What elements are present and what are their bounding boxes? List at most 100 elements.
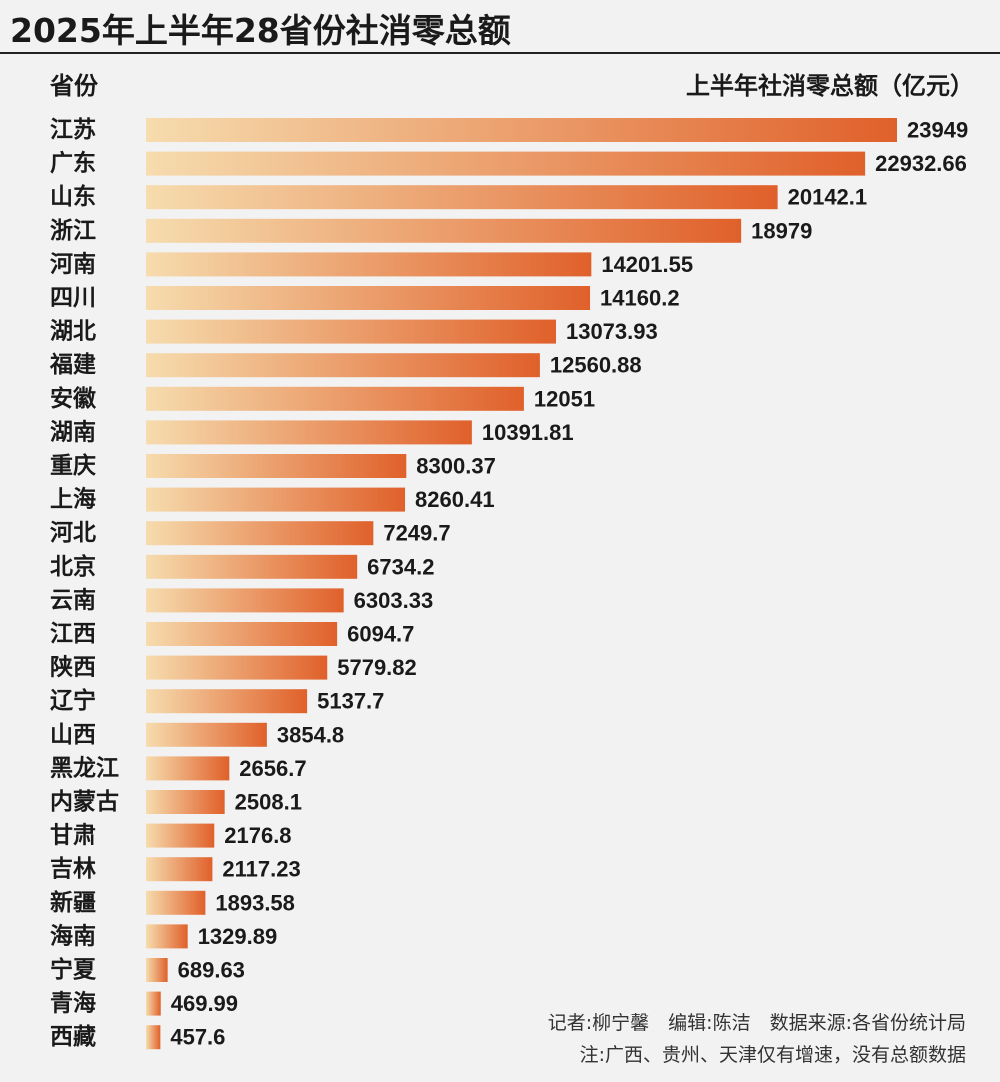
bar-row: 浙江 18979 xyxy=(50,218,812,244)
bar-chart: 江苏 23949 广东 22932.66 山东 20142.1 浙江 18979 河南 14201… xyxy=(49,117,968,1050)
bar-row: 湖南 10391.81 xyxy=(50,419,574,445)
value-label: 5779.82 xyxy=(337,655,417,680)
category-label: 山东 xyxy=(50,183,96,210)
value-label: 457.6 xyxy=(170,1025,225,1050)
category-label: 海南 xyxy=(50,922,96,949)
bar xyxy=(146,319,556,344)
value-label: 18979 xyxy=(751,218,812,243)
value-label: 8300.37 xyxy=(416,454,496,479)
category-label: 四川 xyxy=(50,285,96,311)
value-label: 22932.66 xyxy=(875,151,967,176)
value-label: 5137.7 xyxy=(317,689,384,714)
bar xyxy=(146,252,592,277)
value-label: 6303.33 xyxy=(354,588,434,613)
category-label: 新疆 xyxy=(50,889,96,916)
category-label: 西藏 xyxy=(50,1024,96,1050)
category-label: 山西 xyxy=(50,722,96,748)
category-label: 湖北 xyxy=(50,319,96,345)
category-label: 江西 xyxy=(50,621,96,647)
bar xyxy=(146,756,230,781)
bar-row: 辽宁 5137.7 xyxy=(50,687,384,714)
bar xyxy=(146,924,188,949)
bar-row: 江苏 23949 xyxy=(50,117,968,143)
value-label: 2656.7 xyxy=(239,756,306,781)
bar-row: 福建 12560.88 xyxy=(49,352,642,378)
bar-row: 山西 3854.8 xyxy=(50,722,344,748)
bar xyxy=(146,386,524,411)
bar xyxy=(146,118,897,142)
bar-row: 云南 6303.33 xyxy=(50,587,433,613)
bar-row: 青海 469.99 xyxy=(50,990,238,1017)
category-label: 黑龙江 xyxy=(50,755,119,781)
bar-row: 陕西 5779.82 xyxy=(50,654,417,681)
bar-row: 河北 7249.7 xyxy=(50,520,451,546)
bar xyxy=(146,353,540,378)
bar-row: 内蒙古 2508.1 xyxy=(50,789,302,815)
category-label: 河南 xyxy=(50,251,96,277)
bar xyxy=(146,521,374,546)
bar xyxy=(146,790,225,814)
title-divider xyxy=(0,52,1000,54)
bar-row: 湖北 13073.93 xyxy=(50,319,658,345)
bar-row: 海南 1329.89 xyxy=(50,922,277,949)
bar xyxy=(146,890,206,915)
category-label: 福建 xyxy=(49,352,96,378)
bar-row: 黑龙江 2656.7 xyxy=(50,755,307,781)
bar-row: 河南 14201.55 xyxy=(50,251,693,277)
category-label: 安徽 xyxy=(50,385,97,412)
value-label: 1893.58 xyxy=(215,890,295,915)
bar xyxy=(146,218,742,243)
category-label: 河北 xyxy=(50,520,96,546)
value-label: 20142.1 xyxy=(788,185,868,210)
bar-row: 甘肃 2176.8 xyxy=(50,823,292,849)
category-label: 重庆 xyxy=(50,452,96,479)
bar xyxy=(146,655,328,680)
bar xyxy=(146,185,778,210)
bar-row: 安徽 12051 xyxy=(50,385,595,412)
footnote-text: 注:广西、贵州、天津仅有增速，没有总额数据 xyxy=(579,1044,966,1066)
category-label: 辽宁 xyxy=(50,687,96,714)
value-label: 14201.55 xyxy=(601,252,693,277)
bar xyxy=(146,286,591,310)
value-label: 13073.93 xyxy=(566,319,658,344)
category-label: 陕西 xyxy=(50,654,96,681)
value-label: 2176.8 xyxy=(224,823,291,848)
value-label: 689.63 xyxy=(178,958,245,983)
bar xyxy=(146,151,866,176)
bar xyxy=(146,622,338,646)
bar-row: 重庆 8300.37 xyxy=(50,452,496,479)
bar-row: 新疆 1893.58 xyxy=(50,889,295,916)
bar xyxy=(146,722,267,747)
bar xyxy=(146,487,406,512)
bar xyxy=(146,857,213,882)
value-label: 12560.88 xyxy=(550,353,642,378)
category-label: 甘肃 xyxy=(50,823,96,849)
bar-row: 北京 6734.2 xyxy=(50,553,434,580)
bar xyxy=(146,1025,161,1050)
value-label: 2117.23 xyxy=(222,857,300,882)
category-label: 江苏 xyxy=(50,117,96,143)
category-label: 吉林 xyxy=(50,855,96,882)
category-label: 北京 xyxy=(50,553,96,580)
value-label: 1329.89 xyxy=(198,924,278,949)
bar xyxy=(146,420,472,445)
credits-text: 记者:柳宁馨 编辑:陈洁 数据来源:各省份统计局 xyxy=(547,1012,966,1034)
value-label: 6094.7 xyxy=(347,622,414,647)
bar xyxy=(146,689,308,714)
value-label: 469.99 xyxy=(171,991,238,1016)
value-label: 14160.2 xyxy=(600,286,680,311)
bar-row: 江西 6094.7 xyxy=(50,621,414,647)
bar-row: 山东 20142.1 xyxy=(50,183,867,210)
value-label: 10391.81 xyxy=(482,420,574,445)
bar-row: 西藏 457.6 xyxy=(50,1024,225,1050)
category-label: 上海 xyxy=(50,486,96,513)
bar-row: 上海 8260.41 xyxy=(50,486,495,513)
bar xyxy=(146,991,161,1016)
value-label: 6734.2 xyxy=(367,554,434,579)
category-label: 宁夏 xyxy=(50,956,97,983)
bar xyxy=(146,588,344,613)
category-label: 广东 xyxy=(50,150,96,177)
value-label: 8260.41 xyxy=(415,487,495,512)
value-label: 3854.8 xyxy=(277,722,344,747)
value-label: 12051 xyxy=(534,386,595,411)
